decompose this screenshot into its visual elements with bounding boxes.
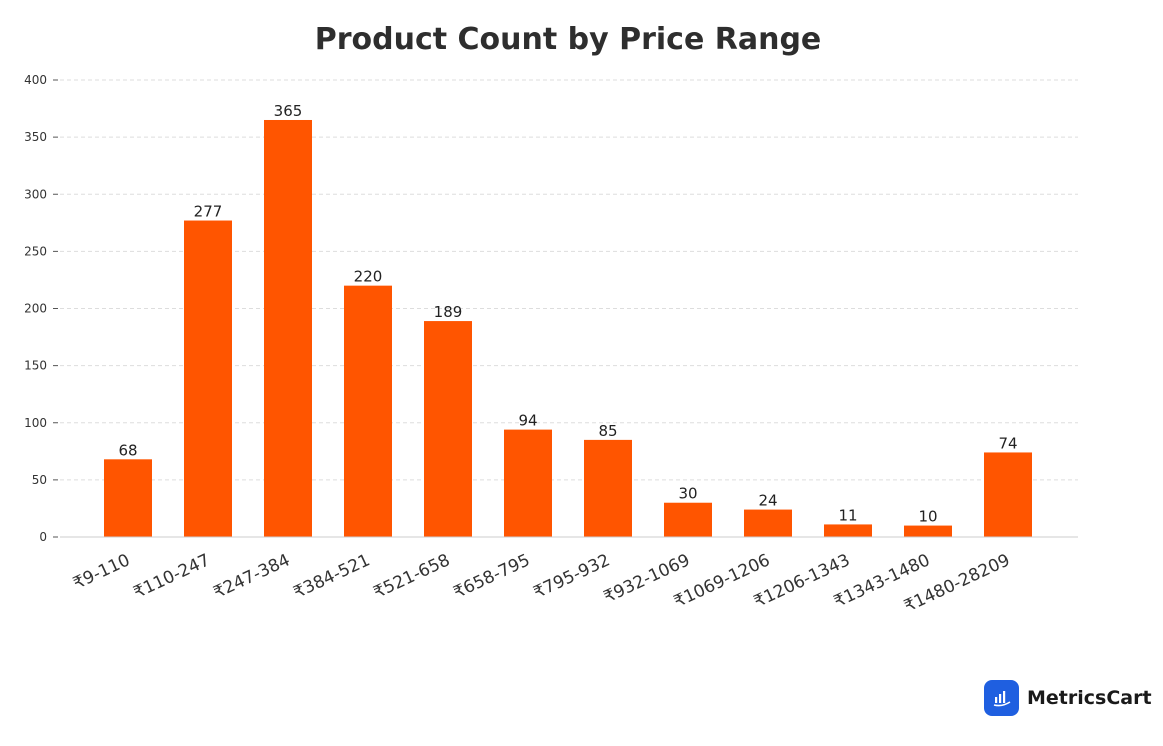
x-tick-label: ₹9-110: [70, 550, 133, 594]
data-label: 30: [678, 485, 697, 503]
brand-name: MetricsCart: [1027, 687, 1152, 709]
data-label: 94: [518, 412, 537, 430]
x-tick-label: ₹658-795: [451, 550, 534, 603]
data-label: 68: [118, 441, 137, 459]
data-label: 220: [354, 268, 383, 286]
data-label: 277: [194, 203, 223, 221]
y-tick-label: 250: [24, 244, 47, 258]
bar: [424, 321, 472, 537]
data-label: 365: [274, 102, 303, 120]
x-tick-label: ₹384-521: [291, 550, 374, 603]
bar: [744, 509, 792, 537]
x-axis: ₹9-110₹110-247₹247-384₹384-521₹521-658₹6…: [60, 536, 1078, 617]
y-axis: 0 50 100 150 200 250 300 350 400: [24, 73, 58, 544]
x-tick-label: ₹247-384: [211, 550, 294, 603]
bar: [344, 285, 392, 537]
y-tick-label: 150: [24, 359, 47, 373]
data-label: 85: [598, 422, 617, 440]
y-tick-label: 350: [24, 130, 47, 144]
y-tick-label: 100: [24, 416, 47, 430]
bar: [184, 220, 232, 537]
data-label: 11: [838, 506, 857, 524]
data-label: 189: [434, 303, 463, 321]
y-tick-label: 400: [24, 73, 47, 87]
data-labels: 68 277 365 220 189 94 85 30 24 11 10 74: [118, 102, 1017, 526]
bar: [264, 119, 312, 538]
x-tick-label: ₹521-658: [371, 550, 454, 603]
data-label: 74: [998, 434, 1017, 452]
bar: [664, 502, 712, 537]
chart-title: Product Count by Price Range: [315, 22, 822, 57]
data-label: 10: [918, 508, 937, 526]
bar-chart-icon: [984, 680, 1019, 716]
y-tick-label: 300: [24, 187, 47, 201]
bar: [824, 524, 872, 537]
bar: [904, 525, 952, 537]
bar: [584, 439, 632, 537]
bar: [104, 459, 152, 537]
x-tick-label: ₹795-932: [531, 550, 614, 603]
bar: [504, 429, 552, 537]
bars: [104, 119, 1032, 538]
y-tick-label: 0: [39, 530, 47, 544]
data-label: 24: [758, 492, 777, 510]
bar: [984, 452, 1032, 537]
brand: MetricsCart: [984, 680, 1152, 716]
y-tick-label: 200: [24, 302, 47, 316]
y-tick-label: 50: [32, 473, 47, 487]
x-tick-label: ₹110-247: [131, 550, 214, 603]
